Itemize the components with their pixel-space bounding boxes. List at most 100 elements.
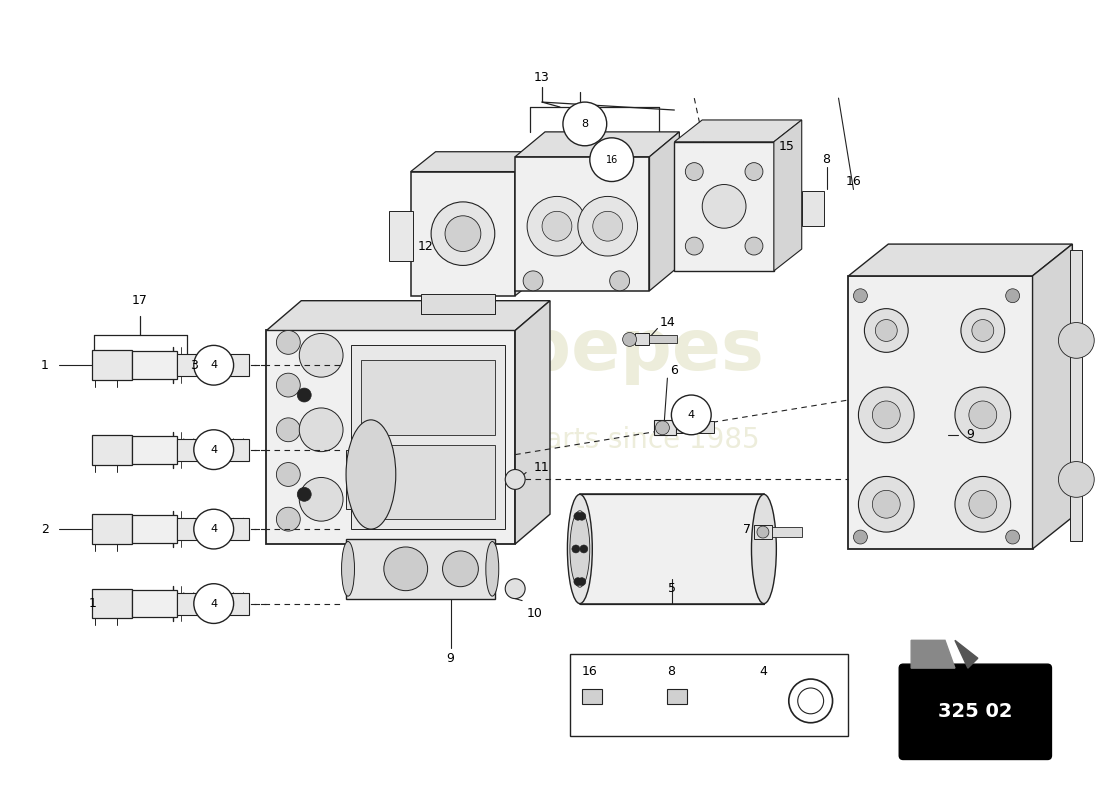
FancyBboxPatch shape bbox=[351, 346, 505, 529]
Polygon shape bbox=[515, 301, 550, 544]
FancyBboxPatch shape bbox=[346, 539, 495, 598]
FancyBboxPatch shape bbox=[772, 527, 802, 537]
Text: 325 02: 325 02 bbox=[938, 702, 1013, 722]
Text: 4: 4 bbox=[688, 410, 695, 420]
Circle shape bbox=[685, 162, 703, 181]
Text: 7: 7 bbox=[742, 522, 751, 535]
Text: 4: 4 bbox=[210, 598, 218, 609]
Text: 1: 1 bbox=[41, 358, 48, 372]
Circle shape bbox=[1058, 322, 1094, 358]
Text: 8: 8 bbox=[581, 119, 589, 129]
Text: 4: 4 bbox=[210, 445, 218, 454]
Circle shape bbox=[578, 197, 638, 256]
Text: a passion for parts since 1985: a passion for parts since 1985 bbox=[340, 426, 760, 454]
FancyBboxPatch shape bbox=[92, 514, 132, 544]
Circle shape bbox=[578, 512, 586, 520]
FancyBboxPatch shape bbox=[388, 211, 412, 261]
Circle shape bbox=[431, 202, 495, 266]
Circle shape bbox=[858, 477, 914, 532]
Circle shape bbox=[194, 430, 233, 470]
Text: 6: 6 bbox=[670, 364, 679, 377]
Polygon shape bbox=[515, 152, 540, 296]
Polygon shape bbox=[955, 640, 978, 668]
Text: 17: 17 bbox=[132, 294, 148, 307]
FancyBboxPatch shape bbox=[346, 450, 406, 510]
Text: 15: 15 bbox=[779, 140, 794, 154]
Ellipse shape bbox=[486, 542, 498, 596]
FancyBboxPatch shape bbox=[848, 276, 1033, 549]
Circle shape bbox=[872, 490, 900, 518]
Circle shape bbox=[854, 289, 868, 302]
Text: 14: 14 bbox=[660, 316, 675, 329]
Polygon shape bbox=[515, 132, 680, 157]
Circle shape bbox=[798, 688, 824, 714]
FancyBboxPatch shape bbox=[580, 494, 763, 603]
Circle shape bbox=[276, 507, 300, 531]
FancyBboxPatch shape bbox=[132, 515, 177, 543]
FancyBboxPatch shape bbox=[266, 330, 515, 544]
Circle shape bbox=[299, 478, 343, 521]
Circle shape bbox=[578, 578, 586, 586]
Circle shape bbox=[194, 584, 233, 623]
Circle shape bbox=[580, 545, 587, 553]
FancyBboxPatch shape bbox=[676, 421, 714, 433]
Circle shape bbox=[505, 578, 525, 598]
Text: 12: 12 bbox=[418, 239, 433, 253]
Text: 4: 4 bbox=[210, 524, 218, 534]
Circle shape bbox=[593, 211, 623, 241]
FancyBboxPatch shape bbox=[92, 589, 132, 618]
Circle shape bbox=[194, 510, 233, 549]
FancyBboxPatch shape bbox=[582, 689, 602, 704]
Circle shape bbox=[1058, 462, 1094, 498]
Circle shape bbox=[1005, 530, 1020, 544]
FancyBboxPatch shape bbox=[177, 593, 249, 614]
Polygon shape bbox=[649, 132, 680, 290]
Ellipse shape bbox=[751, 494, 777, 603]
Circle shape bbox=[299, 334, 343, 377]
Circle shape bbox=[955, 477, 1011, 532]
FancyBboxPatch shape bbox=[1070, 250, 1082, 541]
Polygon shape bbox=[911, 640, 955, 668]
FancyBboxPatch shape bbox=[570, 654, 848, 736]
Circle shape bbox=[955, 387, 1011, 442]
Text: autopepes: autopepes bbox=[336, 316, 764, 385]
Ellipse shape bbox=[570, 510, 590, 587]
Circle shape bbox=[609, 271, 629, 290]
Circle shape bbox=[789, 679, 833, 722]
Circle shape bbox=[745, 237, 763, 255]
Text: 4: 4 bbox=[210, 360, 218, 370]
Circle shape bbox=[972, 319, 993, 342]
Circle shape bbox=[446, 216, 481, 251]
FancyBboxPatch shape bbox=[899, 664, 1052, 759]
Text: 11: 11 bbox=[535, 461, 550, 474]
FancyBboxPatch shape bbox=[92, 350, 132, 380]
Circle shape bbox=[276, 418, 300, 442]
FancyBboxPatch shape bbox=[361, 445, 495, 519]
FancyBboxPatch shape bbox=[132, 436, 177, 463]
Text: 9: 9 bbox=[447, 652, 454, 665]
Circle shape bbox=[865, 309, 909, 352]
Circle shape bbox=[969, 401, 997, 429]
Circle shape bbox=[872, 401, 900, 429]
Circle shape bbox=[590, 138, 634, 182]
FancyBboxPatch shape bbox=[92, 434, 132, 465]
FancyBboxPatch shape bbox=[177, 518, 249, 540]
FancyBboxPatch shape bbox=[420, 294, 495, 314]
Text: 3: 3 bbox=[190, 358, 198, 372]
FancyBboxPatch shape bbox=[654, 420, 676, 434]
Polygon shape bbox=[774, 120, 802, 271]
Text: 8: 8 bbox=[668, 665, 675, 678]
FancyBboxPatch shape bbox=[754, 525, 772, 539]
Circle shape bbox=[969, 490, 997, 518]
Circle shape bbox=[572, 545, 580, 553]
Circle shape bbox=[671, 395, 712, 434]
Circle shape bbox=[961, 309, 1004, 352]
Text: 16: 16 bbox=[582, 665, 597, 678]
Circle shape bbox=[1005, 289, 1020, 302]
Polygon shape bbox=[674, 120, 802, 142]
Circle shape bbox=[574, 578, 582, 586]
FancyBboxPatch shape bbox=[410, 171, 515, 296]
Text: 16: 16 bbox=[846, 175, 861, 188]
FancyBboxPatch shape bbox=[515, 157, 649, 290]
Circle shape bbox=[276, 462, 300, 486]
